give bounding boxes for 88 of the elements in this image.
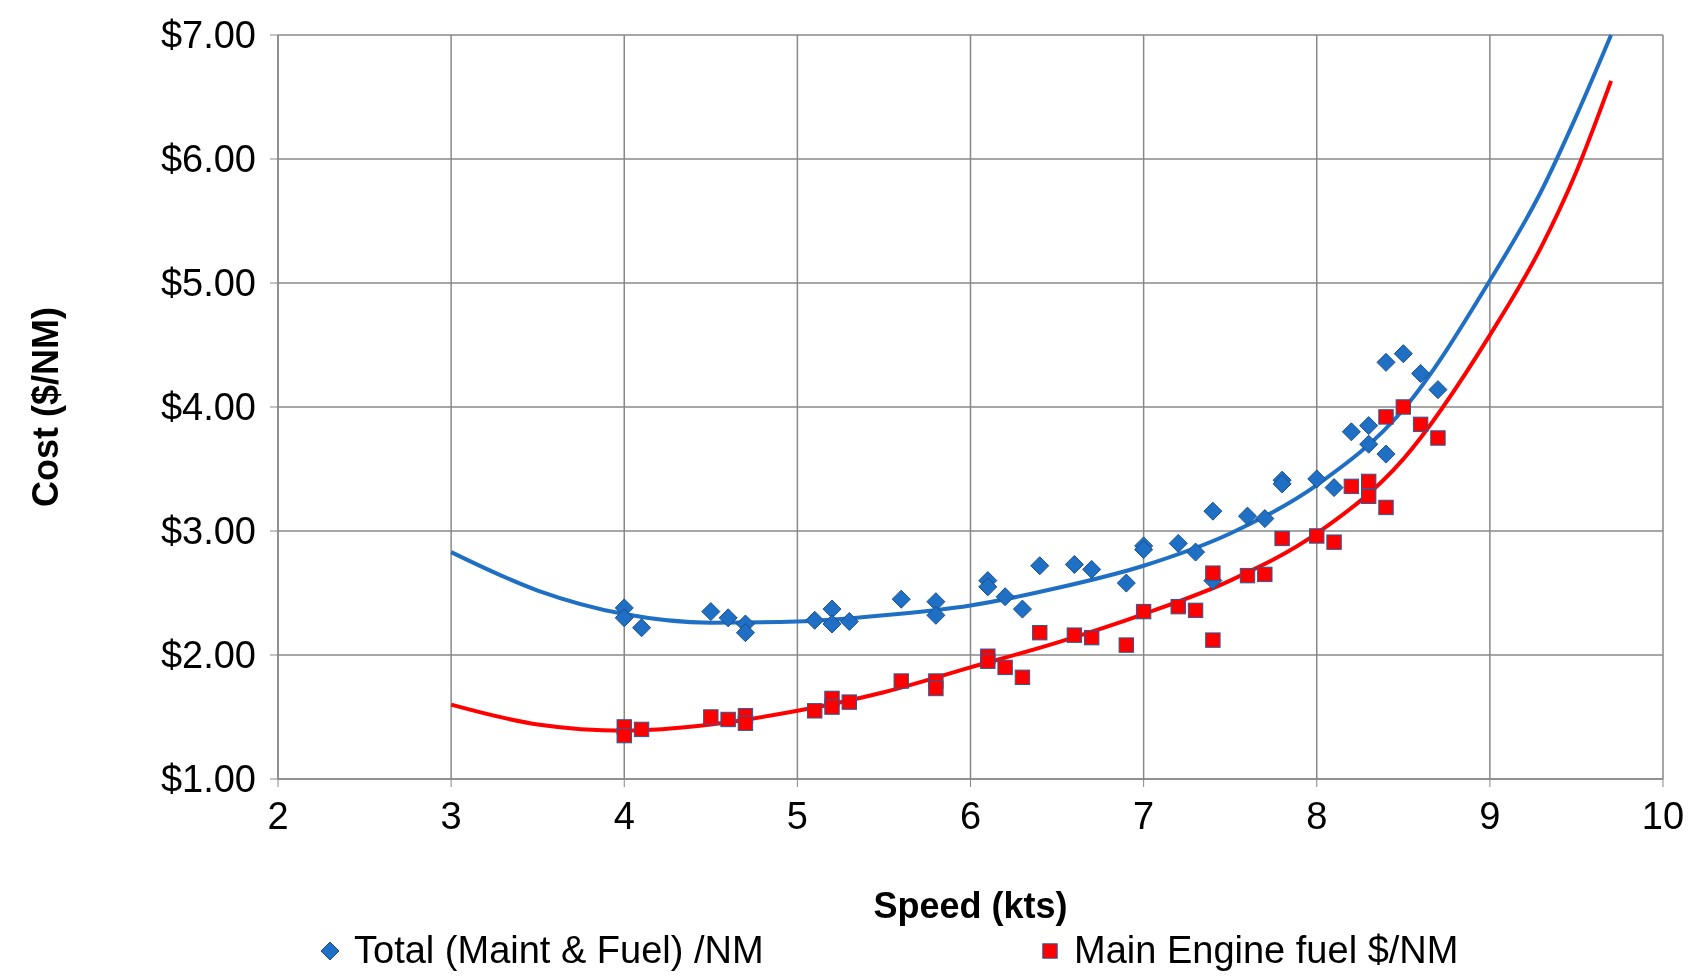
x-tick-label: 10 (1641, 795, 1685, 837)
point (1083, 629, 1100, 646)
point (1378, 499, 1394, 516)
point (633, 721, 650, 738)
point (995, 587, 1015, 607)
point (1030, 556, 1050, 576)
point (718, 608, 738, 628)
point (1341, 422, 1361, 442)
point (1324, 478, 1344, 498)
point (1326, 534, 1342, 550)
point (1135, 603, 1152, 620)
y-tick-label: $1.00 (160, 758, 256, 800)
point (1360, 473, 1377, 490)
point (926, 605, 946, 625)
point (737, 715, 754, 731)
point (1238, 506, 1257, 526)
point (1395, 399, 1412, 415)
point (824, 699, 840, 715)
y-tick-label: $7.00 (160, 14, 256, 56)
point (1205, 632, 1221, 648)
point (720, 711, 736, 728)
x-axis-title: Speed (kts) (873, 885, 1068, 926)
y-tick-label: $6.00 (160, 138, 256, 180)
x-tick-label: 5 (786, 795, 808, 837)
y-tick-label: $2.00 (160, 634, 256, 676)
point (1205, 565, 1221, 581)
y-axis-title: Cost ($/NM) (25, 307, 66, 507)
x-tick-label: 3 (440, 795, 462, 837)
point (1032, 624, 1048, 641)
legend-label: Main Engine fuel $/NM (1074, 929, 1459, 971)
point (1203, 501, 1223, 521)
point (978, 577, 998, 597)
x-tick-label: 4 (613, 795, 635, 837)
x-tick-label: 7 (1133, 795, 1155, 837)
point (891, 589, 911, 609)
point (1064, 554, 1084, 574)
point (614, 608, 634, 628)
point (703, 709, 719, 725)
point (1376, 444, 1396, 464)
point (1012, 599, 1032, 619)
point (805, 610, 825, 630)
y-tick-label: $3.00 (160, 510, 256, 552)
point (841, 694, 858, 710)
point (980, 653, 996, 669)
point (1239, 567, 1256, 584)
point (822, 614, 842, 634)
x-tick-label: 8 (1306, 795, 1328, 837)
point (616, 727, 632, 744)
point (632, 618, 652, 638)
point (1430, 430, 1446, 446)
point (1014, 669, 1031, 686)
point (1257, 566, 1273, 583)
point (1082, 559, 1102, 579)
point (1309, 528, 1325, 544)
point (1393, 344, 1413, 364)
y-tick-label: $5.00 (160, 262, 256, 304)
point (1186, 542, 1206, 562)
point (1255, 509, 1275, 529)
point (1307, 469, 1327, 489)
point (1360, 488, 1377, 504)
point (1343, 478, 1360, 495)
y-tick-label: $4.00 (160, 386, 256, 428)
point (1412, 416, 1429, 433)
point (839, 612, 859, 632)
x-tick-label: 9 (1479, 795, 1501, 837)
point (997, 659, 1013, 676)
point (822, 599, 842, 619)
point (1359, 434, 1379, 454)
point (1170, 598, 1186, 615)
point (1428, 380, 1448, 400)
point (893, 673, 909, 689)
point (1411, 364, 1431, 384)
point (1168, 533, 1188, 553)
point (1376, 352, 1396, 372)
point (701, 602, 721, 622)
point (1359, 416, 1379, 436)
point (1378, 409, 1394, 425)
point (735, 623, 755, 643)
point (1274, 530, 1290, 547)
point (928, 680, 944, 697)
point (1187, 602, 1204, 619)
x-tick-label: 2 (267, 795, 289, 837)
point (1066, 627, 1083, 643)
legend-label: Total (Maint & Fuel) /NM (354, 929, 764, 971)
point (806, 703, 823, 719)
point (1118, 637, 1135, 653)
point (1116, 573, 1136, 593)
x-tick-label: 6 (959, 795, 982, 837)
